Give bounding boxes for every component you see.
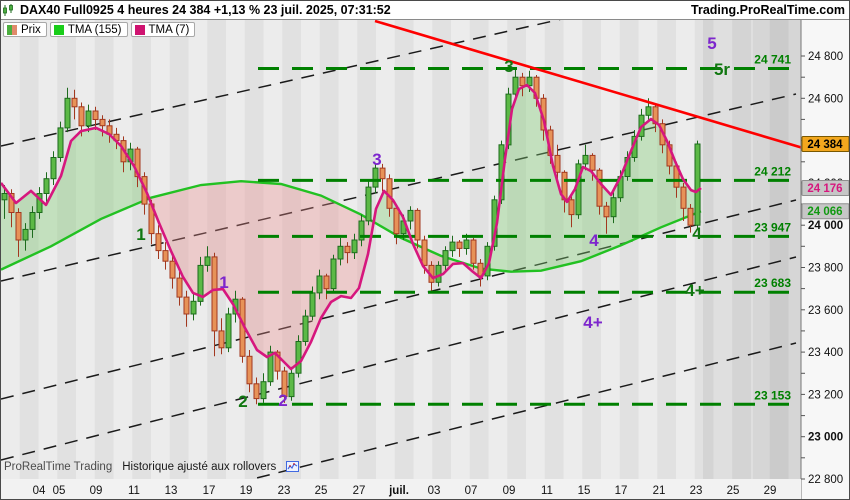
wave-label-5r: 5r [714, 60, 730, 79]
level-label: 23 947 [754, 220, 791, 234]
price-tag [801, 180, 849, 196]
wave-label-2: 2 [238, 392, 247, 411]
x-tick-label: 07 [465, 485, 478, 497]
legend-label-tma7: TMA (7) [148, 23, 190, 36]
title-bar: DAX40 Full0925 4 heures 24 384 +1,13 % 2… [1, 1, 849, 20]
price-tag [801, 203, 849, 220]
legend: Prix TMA (155) TMA (7) [3, 22, 196, 37]
x-tick-label: 15 [578, 485, 591, 497]
x-tick-label: 11 [128, 485, 140, 497]
y-tick-label: 22 800 [808, 474, 843, 486]
y-tick-label: 23 200 [808, 389, 843, 401]
y-tick-label: 24 000 [808, 220, 843, 232]
instrument-title: DAX40 Full0925 4 heures 24 384 +1,13 % 2… [20, 3, 391, 17]
legend-label-tma155: TMA (155) [67, 23, 122, 36]
wave-label-2: 2 [278, 391, 287, 410]
y-tick-label: 23 000 [808, 432, 843, 444]
x-tick-label: 27 [353, 485, 366, 497]
x-tick-label: 23 [690, 485, 703, 497]
x-tick-label: 25 [727, 485, 740, 497]
x-tick-label: 09 [90, 485, 103, 497]
y-tick-label: 24 800 [808, 51, 843, 63]
x-tick-label: 09 [503, 485, 516, 497]
x-tick-label: 11 [541, 485, 553, 497]
legend-label-price: Prix [21, 23, 41, 36]
x-tick-label: 17 [615, 485, 628, 497]
trend-channel-lines [1, 1, 797, 499]
level-label: 24 741 [754, 53, 791, 67]
price-tags: 24 384 24 176 24 066 [801, 136, 849, 220]
tma7-line [1, 83, 702, 371]
level-label: 24 212 [754, 164, 791, 178]
wave-label-4+: 4+ [685, 281, 704, 300]
tma7-swatch-icon [134, 24, 145, 35]
level-label: 23 683 [754, 276, 791, 290]
wave-label-1: 1 [219, 273, 228, 292]
wave-label-3: 3 [372, 150, 381, 169]
y-tick-label: 23 600 [808, 305, 843, 317]
wave-label-3: 3 [504, 57, 513, 76]
y-tick-label: 24 600 [808, 93, 843, 105]
wave-label-5: 5 [707, 34, 716, 53]
price-tag [801, 136, 849, 152]
wave-label-4: 4 [589, 231, 599, 250]
wave-label-4: 4 [692, 224, 702, 243]
x-tick-label: 03 [428, 485, 441, 497]
x-tick-label: 19 [240, 485, 253, 497]
x-tick-label: 13 [165, 485, 178, 497]
x-tick-label: 29 [764, 485, 777, 497]
y-tick-label: 23 400 [808, 347, 843, 359]
x-tick-label: 04 [33, 485, 46, 497]
wave-label-4+: 4+ [583, 313, 602, 332]
x-tick-label: juil. [388, 485, 409, 497]
descending-trendline [374, 19, 804, 150]
level-label: 23 153 [754, 388, 791, 402]
trendline-layer [374, 19, 804, 150]
wave-labels: 1 1 2 2 3 3 4 4 4+ 4+ 5 5r [136, 34, 730, 411]
price-tag-value: 24 384 [807, 139, 843, 151]
tma7-layer [1, 83, 702, 371]
x-axis[interactable]: 04 05 09 11 13 17 19 23 25 27 juil. 03 07 09 11 15 17 21 2… [1, 479, 801, 500]
tma155-swatch-icon [53, 24, 64, 35]
legend-chip-tma7[interactable]: TMA (7) [130, 22, 196, 37]
wave-label-1: 1 [136, 225, 145, 244]
price-tag-value: 24 066 [807, 206, 842, 218]
x-tick-label: 25 [315, 485, 328, 497]
price-swatch-icon [7, 24, 17, 35]
candlestick-logo-icon [3, 3, 13, 16]
x-tick-label: 21 [653, 485, 666, 497]
legend-chip-tma155[interactable]: TMA (155) [49, 22, 128, 37]
y-tick-label: 23 800 [808, 263, 843, 275]
watermark: Trading.ProRealTime.com [691, 3, 845, 17]
legend-chip-price[interactable]: Prix [3, 22, 47, 37]
price-tag-value: 24 176 [807, 183, 842, 195]
price-levels: 24 741 24 212 23 947 23 683 23 153 [258, 53, 793, 406]
x-tick-label: 05 [53, 485, 66, 497]
candles-layer [1, 68, 701, 405]
x-tick-label: 23 [278, 485, 291, 497]
x-tick-label: 17 [203, 485, 216, 497]
